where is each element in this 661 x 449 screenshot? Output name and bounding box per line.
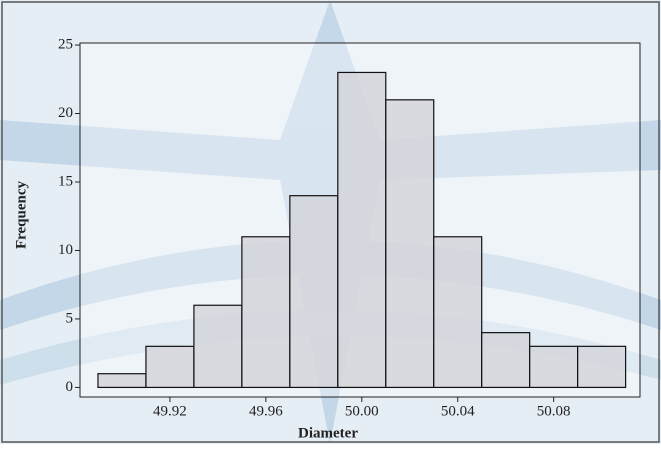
bar	[290, 196, 338, 388]
y-axis-label: Frequency	[13, 180, 29, 249]
y-tick-label: 15	[58, 173, 73, 189]
x-tick-label: 49.96	[249, 403, 283, 419]
x-tick-label: 49.92	[153, 403, 187, 419]
y-tick-label: 10	[58, 242, 73, 258]
bar	[482, 333, 530, 388]
bar	[578, 346, 626, 387]
plot-area: 0 5 10 15 20 25 49.92 49.96 50.00 50.04 50.08	[58, 36, 640, 419]
x-tick-label: 50.04	[441, 403, 475, 419]
bar	[530, 346, 578, 387]
y-tick-label: 20	[58, 105, 73, 121]
bar	[194, 305, 242, 387]
y-tick-label: 5	[66, 310, 74, 326]
bar	[386, 100, 434, 388]
bar	[434, 237, 482, 388]
bar	[146, 346, 194, 387]
bar	[338, 72, 386, 387]
chart: 0 5 10 15 20 25 49.92 49.96 50.00 50.04 50.08 Diam…	[0, 0, 661, 444]
x-tick-label: 50.00	[345, 403, 379, 419]
bar	[242, 237, 290, 388]
y-tick-label: 25	[58, 36, 73, 52]
x-axis-label: Diameter	[298, 425, 358, 441]
y-tick-label: 0	[66, 379, 74, 395]
bar	[98, 374, 146, 388]
x-tick-label: 50.08	[537, 403, 571, 419]
